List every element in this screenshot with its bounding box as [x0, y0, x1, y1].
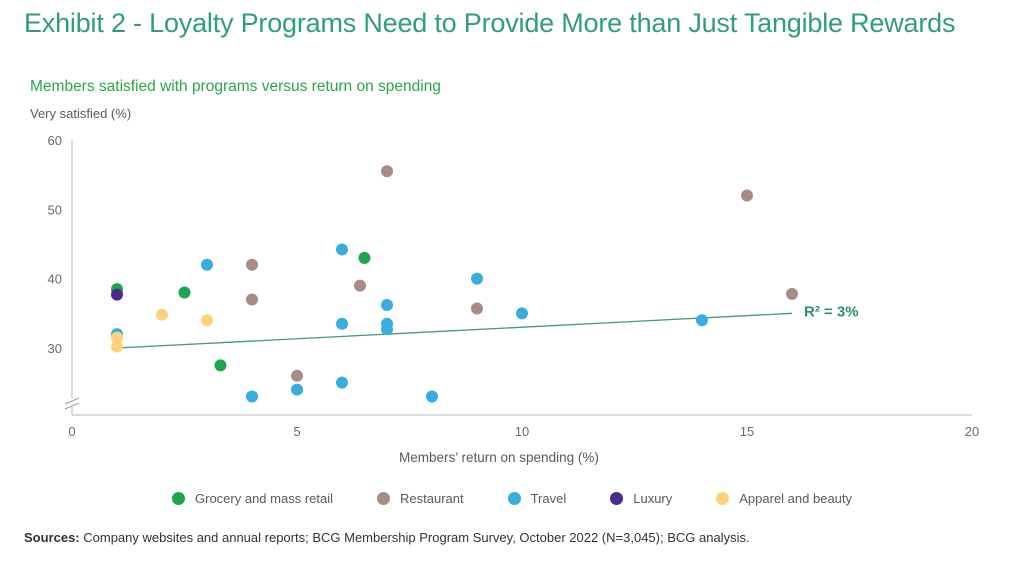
data-point-travel: [381, 299, 393, 312]
sources-note: Sources: Company websites and annual rep…: [24, 530, 750, 545]
data-point-restaurant: [786, 287, 798, 300]
data-point-restaurant: [246, 258, 258, 271]
data-point-restaurant: [291, 369, 303, 382]
data-point-grocery-and-mass-retail: [178, 286, 191, 299]
y-axis-label: Very satisfied (%): [30, 106, 132, 121]
data-point-restaurant: [381, 165, 393, 178]
data-point-travel: [471, 272, 483, 285]
chart-title: Members satisfied with programs versus r…: [30, 78, 441, 95]
data-point-travel: [516, 307, 528, 320]
data-point-travel: [336, 376, 348, 389]
data-point-restaurant: [471, 302, 483, 315]
data-point-travel: [291, 383, 303, 396]
y-tick-label: 40: [48, 272, 62, 287]
axis-break-mark: [64, 397, 80, 410]
data-points: [111, 165, 798, 403]
legend-label: Restaurant: [400, 491, 464, 506]
data-point-travel: [426, 390, 438, 403]
legend-label: Travel: [530, 491, 567, 506]
data-point-grocery-and-mass-retail: [358, 251, 371, 264]
legend-label: Luxury: [633, 491, 673, 506]
legend: Grocery and mass retail Restaurant Travel L…: [172, 491, 896, 506]
legend-item-travel: Travel: [507, 491, 567, 506]
legend-swatch: [172, 492, 185, 505]
data-point-restaurant: [354, 279, 366, 292]
x-tick-label: 20: [965, 424, 979, 439]
legend-swatch: [610, 492, 624, 505]
legend-item-luxury: Luxury: [610, 491, 672, 506]
legend-swatch: [716, 492, 730, 505]
x-axis-label: Members’ return on spending (%): [399, 450, 599, 465]
legend-item-restaurant: Restaurant: [377, 491, 464, 506]
sources-label: Sources:: [24, 530, 80, 545]
y-tick-labels: 30 40 50 60: [48, 133, 62, 356]
data-point-travel: [336, 317, 348, 330]
legend-item-apparel-and-beauty: Apparel and beauty: [716, 491, 852, 506]
data-point-luxury: [111, 288, 123, 301]
x-tick-label: 15: [740, 424, 754, 439]
data-point-apparel-and-beauty: [156, 308, 168, 321]
data-point-grocery-and-mass-retail: [214, 359, 227, 372]
legend-swatch: [507, 492, 521, 505]
legend-label: Grocery and mass retail: [195, 491, 333, 506]
y-tick-label: 50: [48, 202, 62, 217]
data-point-travel: [381, 323, 393, 336]
exhibit-title: Exhibit 2 - Loyalty Programs Need to Pro…: [24, 8, 956, 38]
trend-line: [116, 312, 793, 349]
x-tick-label: 10: [515, 424, 529, 439]
x-tick-label: 5: [293, 424, 300, 439]
data-point-apparel-and-beauty: [201, 314, 213, 327]
data-point-restaurant: [246, 293, 258, 306]
data-point-travel: [246, 390, 258, 403]
data-point-apparel-and-beauty: [111, 340, 123, 353]
x-tick-label: 0: [68, 424, 75, 439]
sources-text: Company websites and annual reports; BCG…: [79, 530, 750, 545]
data-point-apparel-and-beauty: [111, 331, 123, 344]
legend-swatch: [377, 492, 390, 505]
y-tick-label: 60: [48, 133, 62, 148]
data-point-travel: [696, 314, 708, 327]
legend-label: Apparel and beauty: [739, 491, 853, 506]
legend-item-grocery-and-mass-retail: Grocery and mass retail: [172, 491, 333, 506]
data-point-travel: [336, 243, 348, 256]
r-squared-label: R² = 3%: [804, 303, 859, 320]
data-point-restaurant: [741, 189, 753, 202]
x-tick-labels: 0 5 10 15 20: [68, 424, 979, 439]
y-tick-label: 30: [48, 341, 62, 356]
data-point-travel: [201, 258, 213, 271]
scatter-chart: 30 40 50 60 0 5 10 15 20 R² = 3%: [48, 133, 980, 439]
